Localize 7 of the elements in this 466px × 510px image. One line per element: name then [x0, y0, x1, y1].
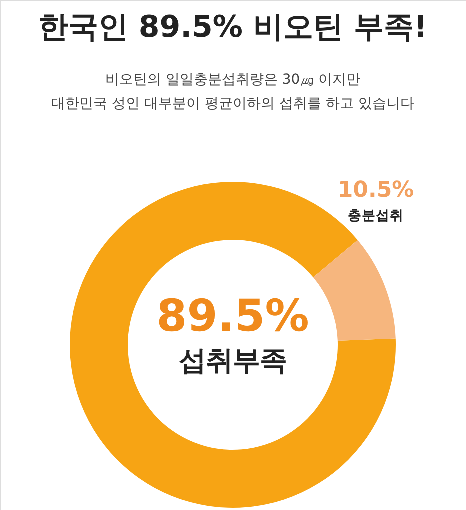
data-label: 10.5% [338, 178, 414, 203]
chart-subtitle: 비오틴의 일일충분섭취량은 30㎍ 이지만 대한민국 성인 대부분이 평균이하의 섭취를 하고 있습니다 [52, 72, 414, 112]
donut-slice [313, 240, 396, 341]
data-label: 89.5% [156, 291, 310, 342]
chart-title: 한국인 89.5% 비오틴 부족! [38, 10, 428, 45]
slice-label: 충분섭취 [348, 208, 404, 224]
slice-label: 섭취부족 [179, 346, 287, 377]
